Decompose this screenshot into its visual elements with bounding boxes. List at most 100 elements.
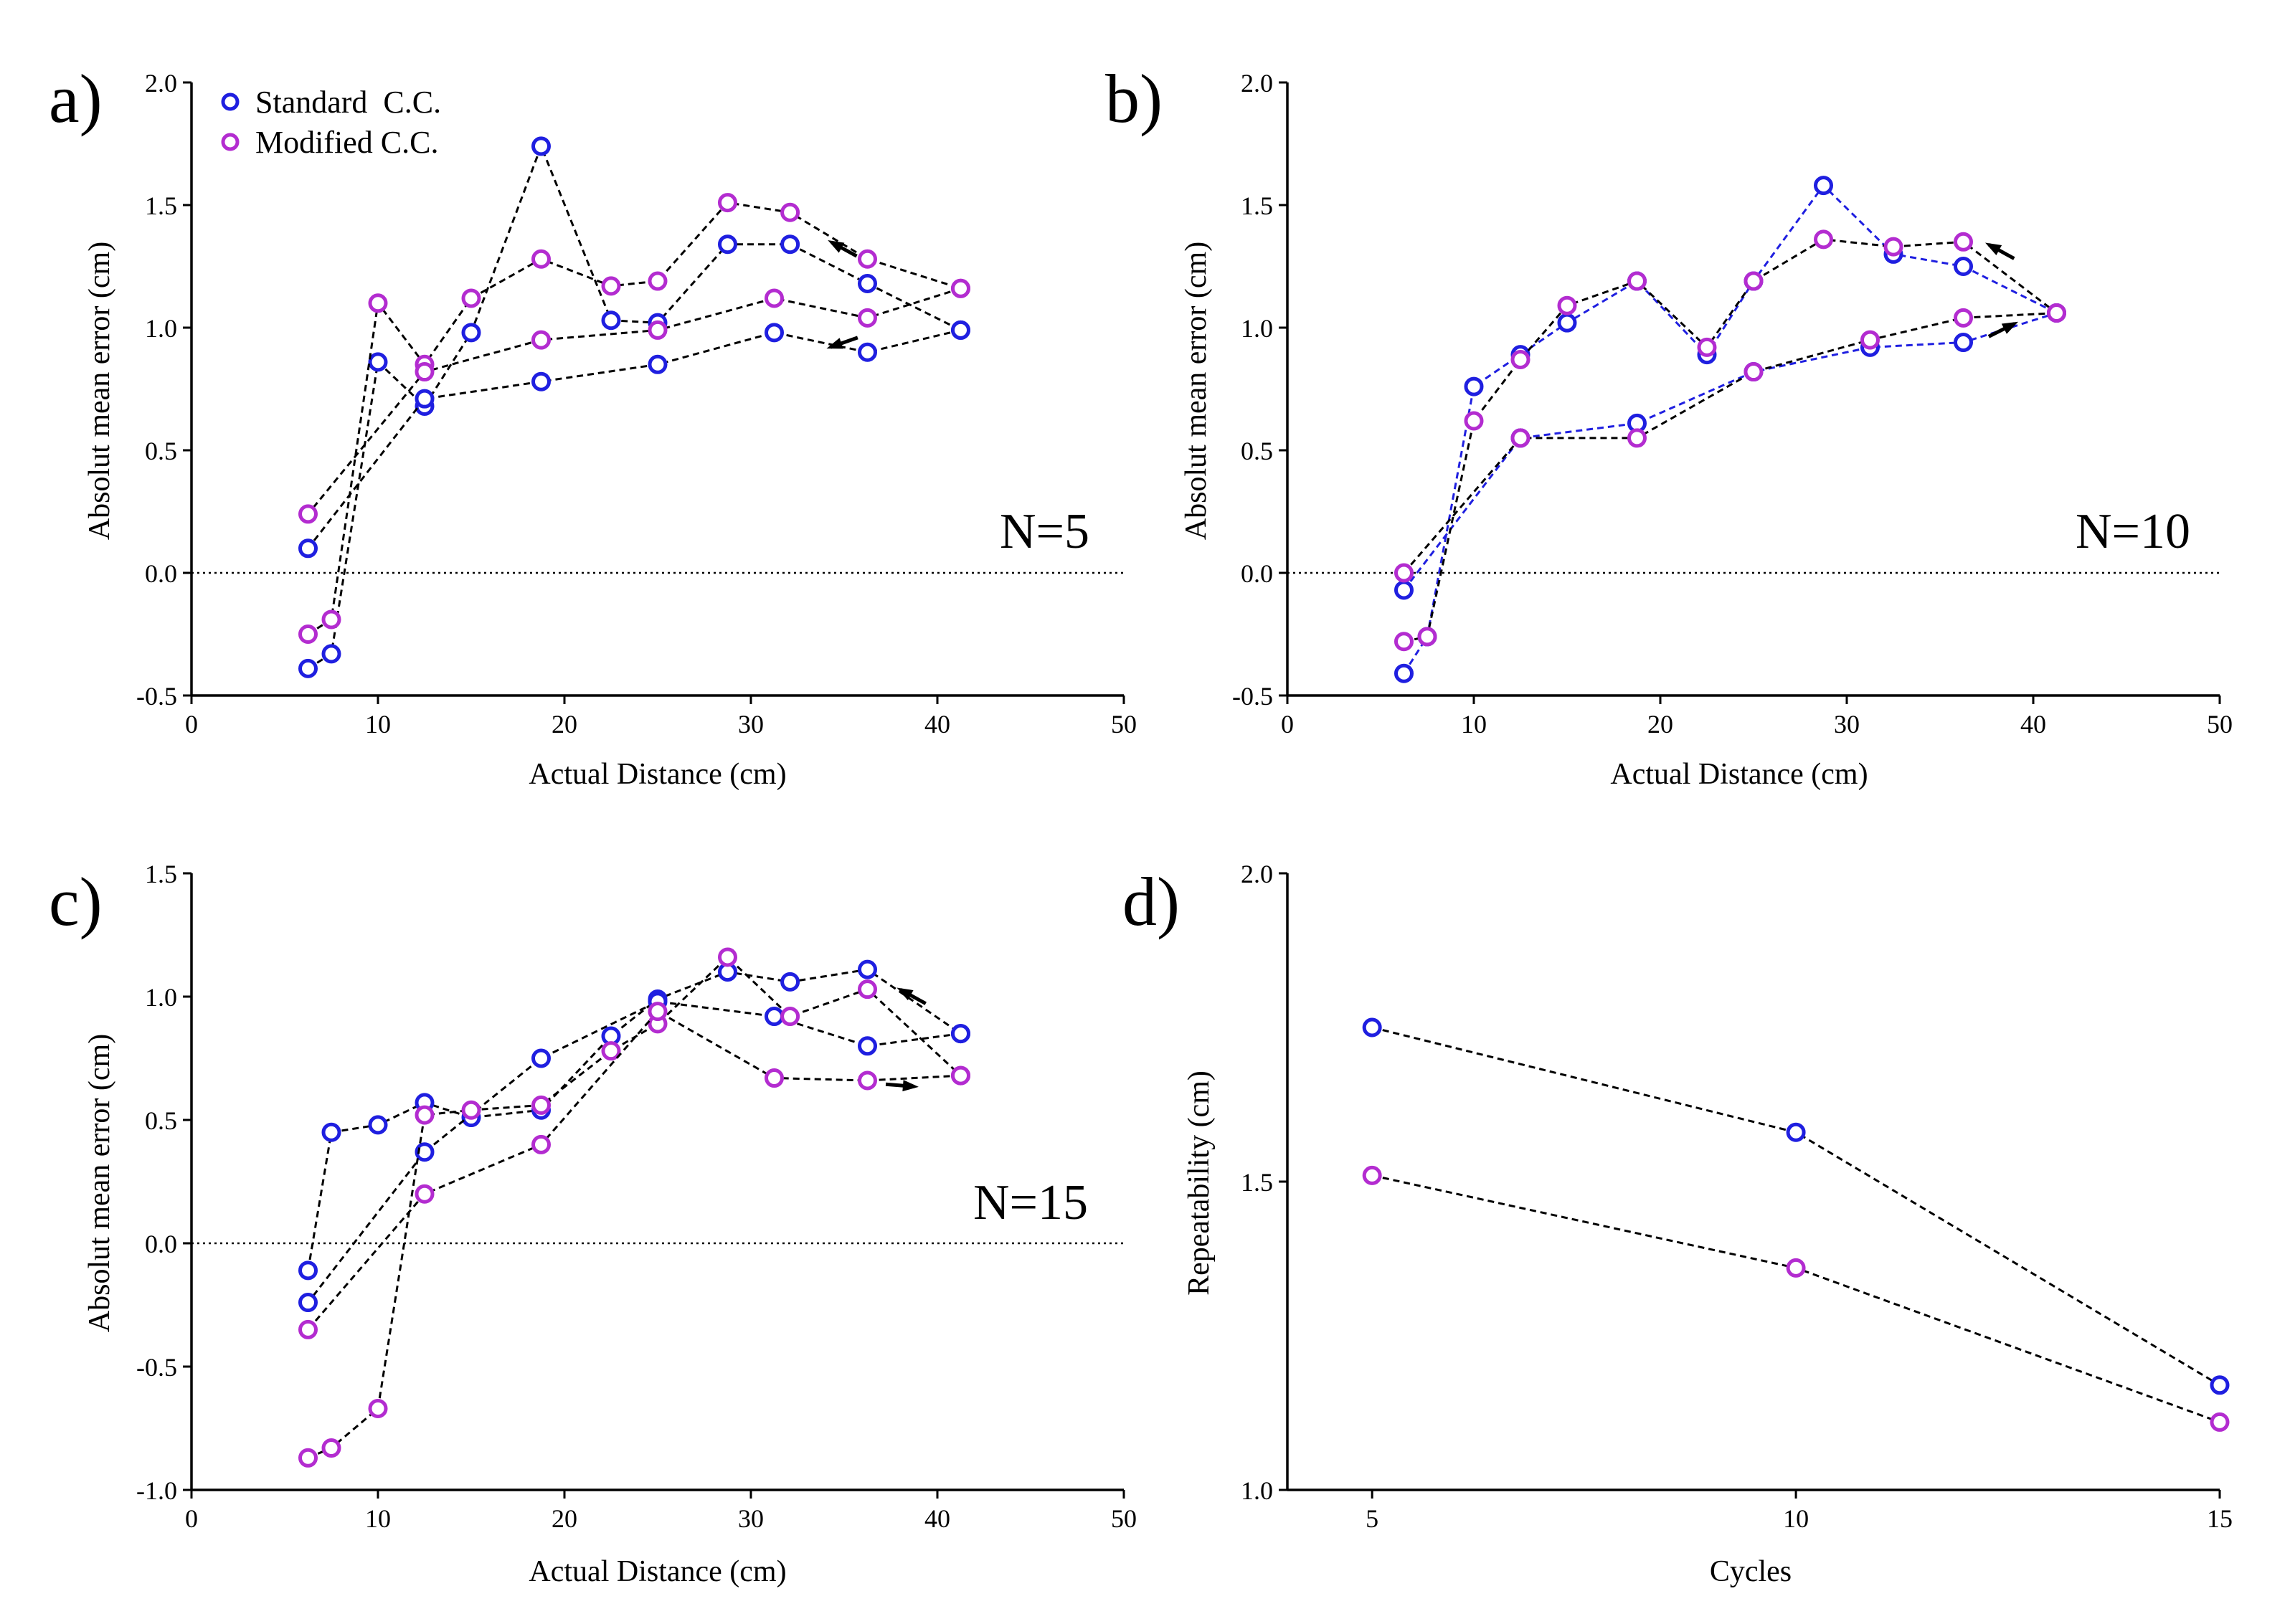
n-label-a: N=5 bbox=[1000, 504, 1089, 559]
series-standard-0 bbox=[298, 136, 970, 678]
data-point bbox=[1557, 295, 1577, 315]
x-tick-label: 10 bbox=[1783, 1504, 1809, 1533]
data-point bbox=[780, 972, 800, 992]
series-line bbox=[1403, 312, 2057, 574]
series-modified-1 bbox=[1362, 1165, 2230, 1432]
x-axis-title-d: Cycles bbox=[1710, 1555, 1792, 1588]
y-tick-label: -0.5 bbox=[136, 1353, 177, 1382]
data-point bbox=[718, 193, 737, 213]
data-point bbox=[321, 1438, 341, 1458]
series-line bbox=[1403, 184, 2058, 675]
data-point bbox=[531, 330, 551, 350]
panel-letter-b: b) bbox=[1105, 60, 1163, 137]
y-tick-label: 1.5 bbox=[1241, 191, 1273, 220]
y-axis-title-a: Absolut mean error (cm) bbox=[83, 242, 116, 540]
direction-arrow bbox=[896, 987, 927, 1005]
data-point bbox=[1954, 232, 1973, 252]
data-point bbox=[2210, 1412, 2230, 1432]
data-point bbox=[648, 354, 668, 374]
data-point bbox=[298, 1319, 318, 1339]
legend-item-modified: Modified C.C. bbox=[221, 125, 438, 160]
series-modified-3 bbox=[298, 278, 970, 524]
direction-arrow bbox=[1987, 321, 2019, 338]
x-tick-label: 50 bbox=[1111, 1504, 1137, 1533]
plot-d: 5 10 15 1.0 1.5 2.0 bbox=[1241, 860, 2233, 1533]
x-axis-title-c: Actual Distance (cm) bbox=[529, 1555, 786, 1588]
y-tick-label: -0.5 bbox=[136, 682, 177, 711]
series-line bbox=[307, 143, 962, 670]
x-tick-label: 20 bbox=[552, 1504, 577, 1533]
n-label-b: N=10 bbox=[2076, 504, 2190, 559]
data-point bbox=[298, 658, 318, 678]
data-point bbox=[1394, 563, 1414, 583]
data-point bbox=[321, 1122, 341, 1142]
y-tick-label: 0.5 bbox=[1241, 437, 1273, 465]
y-tick-label: 1.5 bbox=[145, 191, 177, 220]
data-point bbox=[1394, 663, 1414, 683]
x-tick-label: 10 bbox=[365, 710, 391, 739]
data-point bbox=[1814, 176, 1833, 196]
y-axis-title-d: Repeatability (cm) bbox=[1183, 1070, 1216, 1296]
series-modified-3 bbox=[298, 1002, 970, 1339]
data-point bbox=[1954, 308, 1973, 328]
data-point bbox=[531, 136, 551, 156]
direction-arrow bbox=[1985, 242, 2015, 260]
data-point bbox=[648, 1002, 668, 1022]
legend-label-standard: Standard C.C. bbox=[255, 85, 441, 120]
data-point bbox=[461, 1100, 481, 1120]
plot-c: 0 10 20 30 40 50 -1.0 -0.5 0.0 0.5 1.0 1.5 bbox=[136, 860, 1137, 1533]
series-line bbox=[307, 968, 962, 1271]
data-point bbox=[765, 323, 784, 343]
arrow-head bbox=[902, 1080, 919, 1092]
legend-marker-modified bbox=[221, 133, 240, 151]
series-line bbox=[1371, 1026, 2220, 1387]
series-standard-1 bbox=[298, 992, 970, 1313]
data-point bbox=[321, 609, 341, 630]
n-label-c: N=15 bbox=[973, 1175, 1088, 1230]
x-tick-label: 15 bbox=[2207, 1504, 2233, 1533]
data-point bbox=[298, 1293, 318, 1313]
y-tick-label: 1.0 bbox=[145, 983, 177, 1012]
y-axis-title-b: Absolut mean error (cm) bbox=[1180, 242, 1213, 540]
data-point bbox=[368, 1398, 388, 1418]
x-tick-label: 0 bbox=[185, 1504, 198, 1533]
x-tick-label: 20 bbox=[1647, 710, 1673, 739]
series-standard-0 bbox=[1362, 1017, 2230, 1395]
panel-letter-c: c) bbox=[49, 863, 103, 940]
data-point bbox=[1394, 580, 1414, 600]
data-point bbox=[951, 320, 970, 340]
x-tick-label: 0 bbox=[185, 710, 198, 739]
series-modified-2 bbox=[1394, 229, 2066, 652]
data-point bbox=[858, 959, 877, 979]
data-point bbox=[1697, 337, 1717, 357]
data-point bbox=[765, 1007, 784, 1027]
data-point bbox=[531, 1048, 551, 1068]
arrow-head bbox=[2001, 321, 2019, 334]
series-line bbox=[1403, 312, 2057, 591]
y-axis-title-c: Absolut mean error (cm) bbox=[83, 1034, 116, 1332]
arrow-head bbox=[828, 240, 845, 253]
x-tick-label: 40 bbox=[2020, 710, 2046, 739]
plot-a: 0 10 20 30 40 50 -0.5 0.0 0.5 1.0 1.5 2.0 bbox=[136, 69, 1137, 739]
data-point bbox=[415, 1105, 435, 1125]
y-tick-label: 2.0 bbox=[1241, 860, 1273, 888]
x-tick-label: 10 bbox=[1461, 710, 1487, 739]
data-point bbox=[1417, 627, 1437, 647]
data-point bbox=[415, 389, 435, 409]
data-point bbox=[1743, 271, 1764, 291]
direction-arrow bbox=[828, 240, 858, 258]
series-line bbox=[307, 955, 962, 1459]
data-point bbox=[415, 1184, 435, 1204]
data-point bbox=[298, 504, 318, 524]
direction-arrow bbox=[885, 1080, 919, 1092]
x-tick-label: 30 bbox=[738, 1504, 764, 1533]
data-point bbox=[718, 234, 737, 255]
data-point bbox=[531, 1134, 551, 1154]
data-point bbox=[461, 323, 481, 343]
data-point bbox=[368, 293, 388, 313]
direction-arrow bbox=[826, 336, 858, 349]
data-point bbox=[601, 310, 621, 331]
data-point bbox=[1814, 229, 1833, 250]
y-tick-label: 0.5 bbox=[145, 437, 177, 465]
series-standard-0 bbox=[298, 959, 970, 1281]
